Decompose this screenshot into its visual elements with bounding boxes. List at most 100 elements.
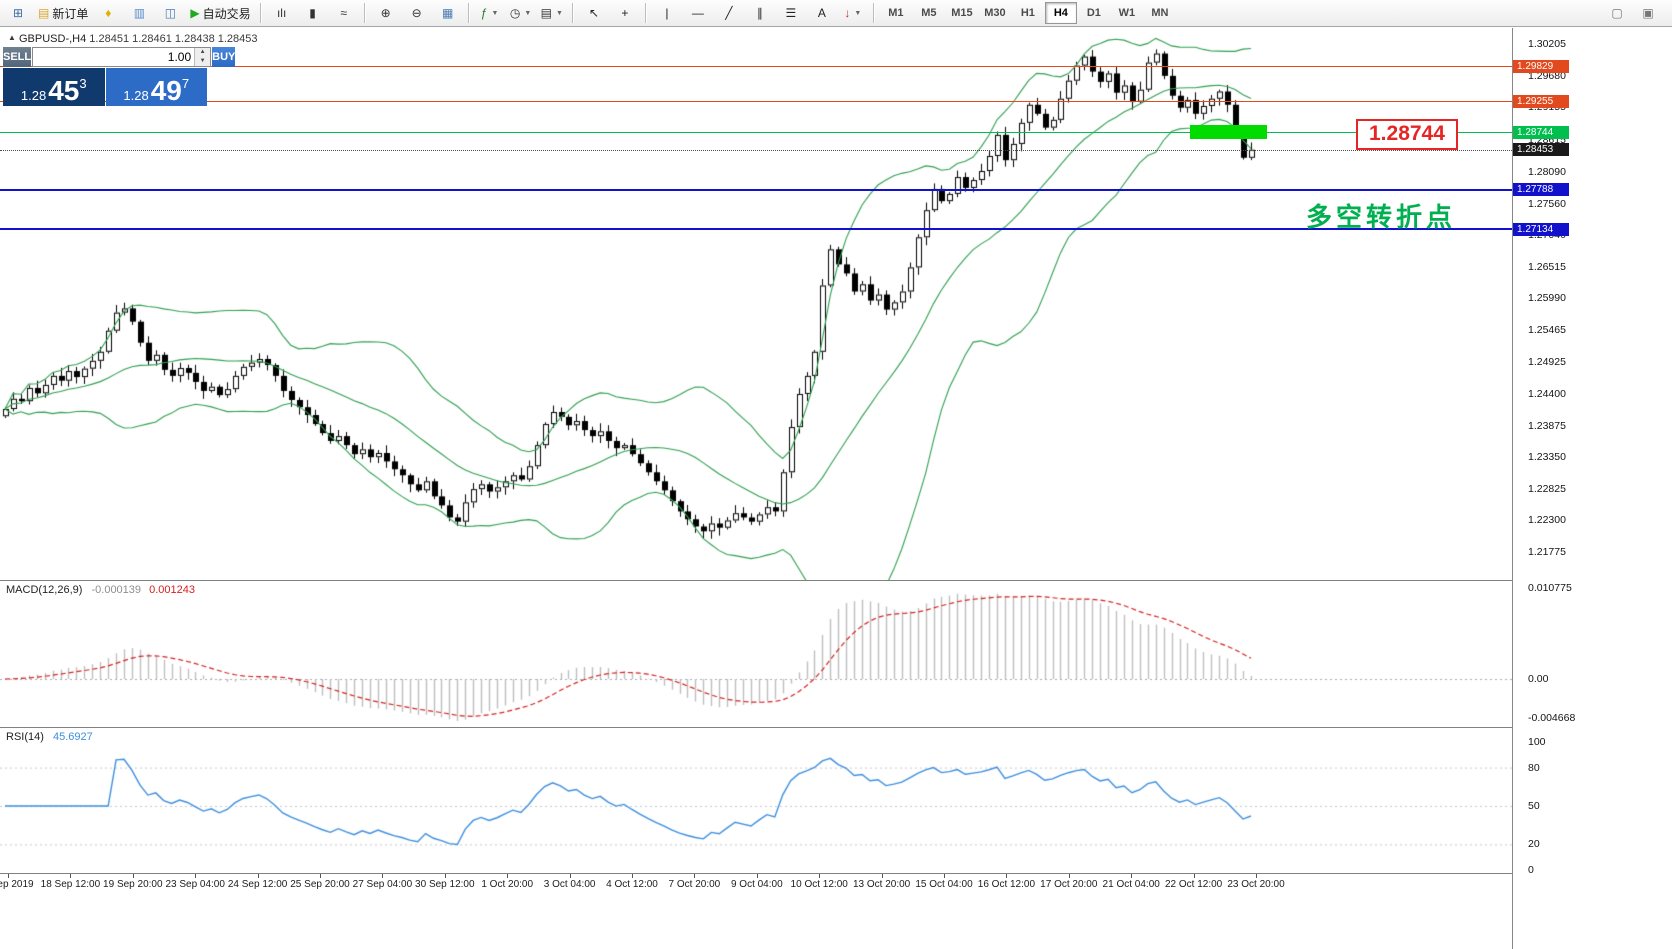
timeframe-mn-button[interactable]: MN — [1151, 7, 1169, 19]
price-axis-label: 1.21775 — [1528, 546, 1566, 559]
toolbar-separator — [644, 3, 647, 23]
volume-box: ▲ ▼ — [32, 47, 212, 67]
price-line-tag: 1.28744 — [1513, 125, 1569, 139]
trendline-icon: ╱ — [725, 6, 733, 20]
timeframe-w1-button[interactable]: W1 — [1118, 7, 1136, 19]
time-axis-tick — [382, 874, 384, 878]
time-axis-tick — [195, 874, 197, 878]
toolbar: ⊞ ▤ 新订单 ♦ ▥ ◫ ▶ 自动交易 ılı ▮ ≈ ⊕ ⊖ ▦ ƒ ▼ ◷ ▼ ▤ ▼ ↖ + | ― ╱ ∥ ☰ A ↓ ▼ M1 M… — [0, 0, 1672, 27]
panel-separator[interactable] — [0, 580, 1672, 581]
time-axis-tick — [756, 874, 758, 878]
candlestick-chart-button[interactable]: ▮ — [298, 1, 328, 25]
chevron-down-icon: ▼ — [491, 9, 499, 17]
price-axis-label: 1.24925 — [1528, 356, 1566, 369]
metaeditor-icon: ♦ — [105, 6, 112, 20]
price-axis-label: 1.23875 — [1528, 419, 1566, 432]
timeframe-m30-button[interactable]: M30 — [984, 7, 1006, 19]
price-axis-label: 1.24400 — [1528, 387, 1566, 400]
arrange-windows-icon: ▣ — [1642, 6, 1654, 20]
timeframe-m15-button[interactable]: M15 — [951, 7, 973, 19]
bar-chart-button[interactable]: ılı — [267, 1, 297, 25]
sell-price-button[interactable]: 1.28 45 3 — [3, 68, 105, 106]
timeframe-d1-button[interactable]: D1 — [1086, 7, 1101, 19]
time-axis-tick — [8, 874, 9, 878]
time-axis-tick — [1006, 874, 1008, 878]
rsi-value: 45.6927 — [52, 731, 93, 743]
price-axis-label: 1.22825 — [1528, 482, 1566, 495]
macd-axis-label: 0.00 — [1528, 673, 1549, 685]
zoom-out-icon: ⊖ — [411, 6, 422, 20]
text-button[interactable]: A — [807, 1, 837, 25]
trendline-button[interactable]: ╱ — [714, 1, 744, 25]
indicators-button[interactable]: ƒ ▼ — [475, 1, 505, 25]
fullscreen-icon-button[interactable]: ▢ — [1602, 1, 1632, 25]
time-axis-tick — [1068, 874, 1070, 878]
timeframe-h1-button[interactable]: H1 — [1020, 7, 1035, 19]
volume-input[interactable] — [33, 48, 195, 66]
zoom-in-icon: ⊕ — [380, 6, 391, 20]
new-order-button-label: 新订单 — [52, 6, 89, 21]
price-axis-label: 1.23350 — [1528, 451, 1566, 464]
metaeditor-icon-button[interactable]: ♦ — [93, 1, 123, 25]
line-chart-button[interactable]: ≈ — [329, 1, 359, 25]
time-axis-label: 1 Oct 20:00 — [481, 879, 534, 890]
zoom-in-button[interactable]: ⊕ — [371, 1, 401, 25]
periods-button[interactable]: ◷ ▼ — [506, 1, 536, 25]
sell-button[interactable]: SELL — [3, 47, 32, 67]
text-icon: A — [817, 6, 826, 20]
quote-line: ▲ GBPUSD-,H4 1.28451 1.28461 1.28438 1.2… — [8, 33, 258, 45]
macd-axis-label: -0.004668 — [1528, 712, 1576, 725]
autotrading-button[interactable]: ▶ 自动交易 — [186, 1, 254, 25]
timeframe-h4-button[interactable]: H4 — [1044, 2, 1077, 24]
timeframe-m5-button[interactable]: M5 — [921, 7, 937, 19]
price-axis[interactable]: 1.302051.296801.291551.286151.280901.275… — [1512, 28, 1672, 949]
zoom-out-button[interactable]: ⊖ — [402, 1, 432, 25]
new-order-button[interactable]: ▤ 新订单 — [34, 1, 92, 25]
new-chart-icon: ⊞ — [12, 6, 24, 20]
volume-up-icon[interactable]: ▲ — [195, 48, 211, 57]
current-price-tag: 1.28453 — [1513, 143, 1569, 157]
timeframe-m1-button[interactable]: M1 — [888, 7, 904, 19]
fibonacci-button[interactable]: ☰ — [776, 1, 806, 25]
panel-separator[interactable] — [0, 727, 1672, 728]
time-axis-tick — [944, 874, 945, 878]
time-axis-tick — [569, 874, 571, 878]
rsi-panel-canvas[interactable] — [0, 728, 1512, 872]
one-click-trading-panel: SELL ▲ ▼ BUY 1.28 45 3 1.28 49 7 — [3, 47, 236, 106]
buy-button[interactable]: BUY — [212, 47, 236, 67]
price-chart-canvas[interactable] — [0, 28, 1512, 580]
bar-chart-icon: ılı — [276, 6, 287, 20]
data-window-icon-button[interactable]: ◫ — [155, 1, 185, 25]
line-chart-icon: ≈ — [340, 6, 347, 20]
price-axis-label: 1.26515 — [1528, 260, 1566, 273]
crosshair-button[interactable]: + — [610, 1, 640, 25]
cursor-button[interactable]: ↖ — [579, 1, 609, 25]
templates-button[interactable]: ▤ ▼ — [537, 1, 567, 25]
rsi-axis-label: 20 — [1528, 838, 1540, 851]
macd-panel-canvas[interactable] — [0, 581, 1512, 726]
horizontal-line-button[interactable]: ― — [683, 1, 713, 25]
arrange-windows-icon-button[interactable]: ▣ — [1633, 1, 1663, 25]
channel-button[interactable]: ∥ — [745, 1, 775, 25]
market-watch-icon-button[interactable]: ▥ — [124, 1, 154, 25]
new-order-icon: ▤ — [38, 6, 50, 20]
vertical-line-button[interactable]: | — [652, 1, 682, 25]
time-axis-label: 30 Sep 12:00 — [415, 879, 475, 890]
buy-price-sup: 7 — [181, 76, 190, 91]
symbol-label: GBPUSD-,H4 — [18, 33, 87, 45]
volume-down-icon[interactable]: ▼ — [195, 57, 211, 66]
time-axis-tick — [132, 874, 134, 878]
arrows-button[interactable]: ↓ ▼ — [838, 1, 868, 25]
new-chart-icon-button[interactable]: ⊞ — [3, 1, 33, 25]
rsi-name: RSI(14) — [6, 731, 44, 743]
time-axis-tick — [1256, 874, 1257, 878]
price-axis-label: 1.28090 — [1528, 165, 1566, 178]
data-window-icon: ◫ — [164, 6, 177, 20]
price-axis-label: 1.30205 — [1528, 38, 1566, 51]
arrows-icon: ↓ — [844, 6, 851, 20]
buy-price-button[interactable]: 1.28 49 7 — [105, 68, 207, 106]
panel-separator — [0, 873, 1672, 874]
tile-windows-button[interactable]: ▦ — [433, 1, 463, 25]
